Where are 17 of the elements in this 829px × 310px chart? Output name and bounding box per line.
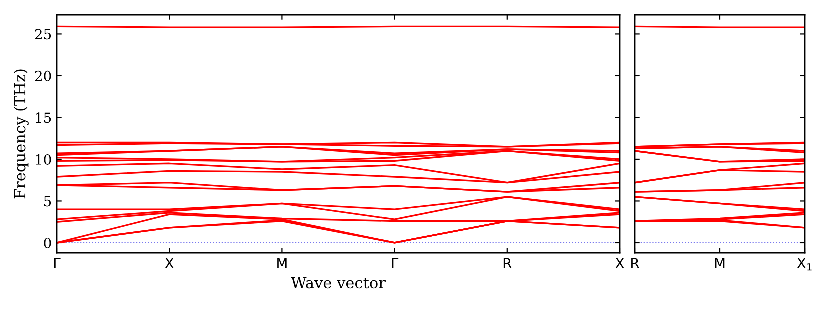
- x-tick-label: Γ: [392, 258, 399, 268]
- y-tick-label: 10: [36, 154, 52, 165]
- x-tick-label: X: [165, 258, 174, 268]
- y-tick-label: 15: [36, 112, 52, 124]
- y-tick-label: 5: [44, 196, 52, 207]
- x-tick-label: X$_{1}$: [797, 258, 812, 271]
- x-tick-label: R: [632, 258, 640, 268]
- y-tick-label: 0: [44, 238, 52, 248]
- x-axis-title: Wave vector: [291, 277, 386, 289]
- y-tick-label: 25: [35, 29, 52, 40]
- x-tick-label: Γ: [54, 258, 61, 268]
- y-axis-title: Frequency (THz): [14, 70, 29, 199]
- x-tick-label: M: [278, 258, 287, 268]
- x-tick-label: X: [616, 258, 624, 268]
- x-tick-label: M: [715, 258, 725, 268]
- y-tick-label: 20: [35, 70, 52, 82]
- x-tick-label: R: [504, 258, 512, 268]
